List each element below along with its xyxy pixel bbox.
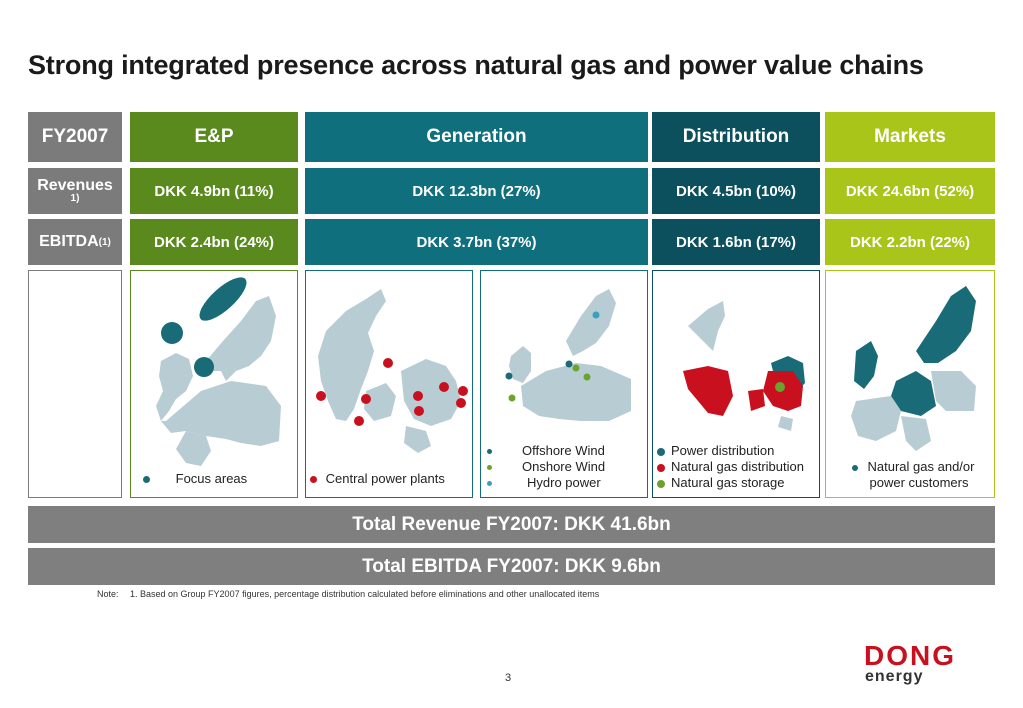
offshore-legend-row: Offshore Wind: [487, 443, 647, 459]
hydro-power-marker-icon: [487, 481, 492, 487]
distribution-header: Distribution: [652, 112, 820, 162]
onshore-wind-marker-icon: [487, 465, 492, 471]
hydro-legend-label: Hydro power: [527, 475, 601, 490]
revenues-footnote: 1): [70, 193, 80, 204]
offshore-legend-label: Offshore Wind: [522, 443, 605, 458]
power-dist-legend-label: Power distribution: [671, 443, 775, 458]
onshore-legend-label: Onshore Wind: [522, 459, 606, 474]
ebitda-markets: DKK 2.2bn (22%): [825, 219, 995, 265]
focus-area-marker-icon: [143, 476, 150, 484]
logo-subtext: energy: [865, 668, 924, 685]
note-text: 1. Based on Group FY2007 figures, percen…: [130, 589, 600, 599]
distribution-map-panel: Power distribution Natural gas distribut…: [652, 270, 820, 498]
fy-header: FY2007: [28, 112, 122, 162]
total-ebitda-bar: Total EBITDA FY2007: DKK 9.6bn: [28, 548, 995, 585]
ebitda-footnote: (1): [98, 236, 111, 248]
customers-marker-icon: [851, 464, 858, 471]
page-number: 3: [505, 672, 512, 684]
power-dist-legend-row: Power distribution: [657, 443, 821, 459]
logo-wordmark: DONG: [864, 640, 956, 671]
markets-legend: Natural gas and/or power customers: [830, 459, 996, 491]
distribution-map: [683, 301, 805, 431]
plants-legend-label: Central power plants: [325, 471, 445, 486]
gas-storage-legend-label: Natural gas storage: [671, 475, 785, 490]
offshore-wind-marker-icon: [487, 449, 492, 455]
plants-legend: Central power plants: [310, 471, 472, 487]
total-revenue-bar: Total Revenue FY2007: DKK 41.6bn: [28, 506, 995, 543]
generation-header: Generation: [305, 112, 648, 162]
generation-renewables-panel: Offshore Wind Onshore Wind Hydro power: [480, 270, 648, 498]
revenues-label: Revenues: [37, 177, 113, 194]
ebitda-ep: DKK 2.4bn (24%): [130, 219, 298, 265]
revenues-distribution: DKK 4.5bn (10%): [652, 168, 820, 214]
fy-empty-panel: [28, 270, 122, 498]
page-title: Strong integrated presence across natura…: [28, 50, 924, 80]
ep-map-panel: Focus areas: [130, 270, 298, 498]
ep-legend-label: Focus areas: [175, 471, 248, 486]
ep-europe-map: [156, 277, 281, 466]
renewables-europe-map: [505, 289, 631, 421]
ebitda-label-cell: EBITDA (1): [28, 219, 122, 265]
gas-dist-legend-label: Natural gas distribution: [671, 459, 804, 474]
denmark-plants-map: [316, 289, 468, 453]
markets-legend-line1: Natural gas and/or: [830, 459, 996, 475]
markets-map-panel: Natural gas and/or power customers: [825, 270, 995, 498]
ebitda-label: EBITDA: [39, 233, 99, 250]
markets-header: Markets: [825, 112, 995, 162]
distribution-legend: Power distribution Natural gas distribut…: [657, 443, 821, 491]
revenues-ep: DKK 4.9bn (11%): [130, 168, 298, 214]
markets-legend-label-1: Natural gas and/or: [867, 459, 975, 474]
gas-distribution-marker-icon: [657, 463, 665, 472]
gas-storage-legend-row: Natural gas storage: [657, 475, 821, 491]
power-distribution-marker-icon: [657, 447, 665, 456]
power-plant-marker-icon: [310, 476, 317, 484]
ep-legend: Focus areas: [143, 471, 293, 487]
generation-plants-panel: Central power plants: [305, 270, 473, 498]
markets-legend-label-2: power customers: [869, 475, 969, 490]
hydro-legend-row: Hydro power: [487, 475, 647, 491]
revenues-label-cell: Revenues 1): [28, 168, 122, 214]
markets-map: [851, 286, 976, 451]
dong-energy-logo: DONG energy: [864, 640, 996, 688]
onshore-legend-row: Onshore Wind: [487, 459, 647, 475]
note-label: Note:: [97, 589, 119, 599]
ebitda-generation: DKK 3.7bn (37%): [305, 219, 648, 265]
revenues-generation: DKK 12.3bn (27%): [305, 168, 648, 214]
revenues-markets: DKK 24.6bn (52%): [825, 168, 995, 214]
gas-dist-legend-row: Natural gas distribution: [657, 459, 821, 475]
gas-storage-marker-icon: [657, 479, 665, 488]
ebitda-distribution: DKK 1.6bn (17%): [652, 219, 820, 265]
ep-header: E&P: [130, 112, 298, 162]
renewables-legend: Offshore Wind Onshore Wind Hydro power: [487, 443, 647, 491]
